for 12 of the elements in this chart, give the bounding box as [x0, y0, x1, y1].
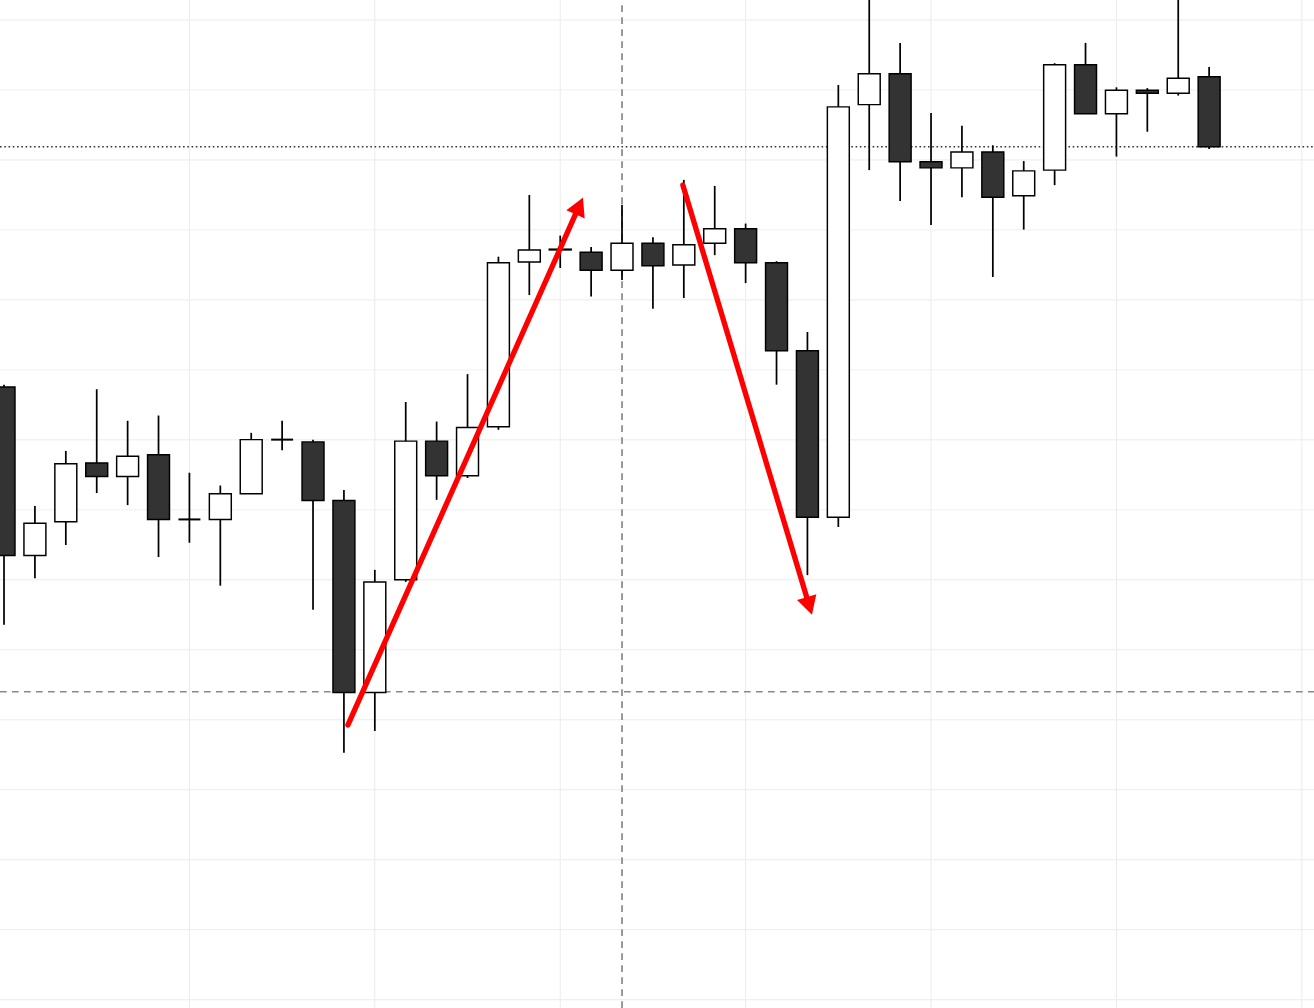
candlestick	[85, 388, 109, 494]
candlestick	[641, 236, 665, 310]
candlestick	[703, 185, 727, 257]
candlestick	[1166, 0, 1190, 97]
candlestick	[950, 124, 974, 199]
candlestick	[115, 419, 140, 506]
candlestick	[579, 246, 603, 298]
candlestick	[672, 179, 696, 299]
candlestick	[1104, 86, 1129, 158]
candlestick	[177, 471, 202, 544]
candlestick	[270, 419, 295, 452]
candlestick	[517, 194, 542, 296]
